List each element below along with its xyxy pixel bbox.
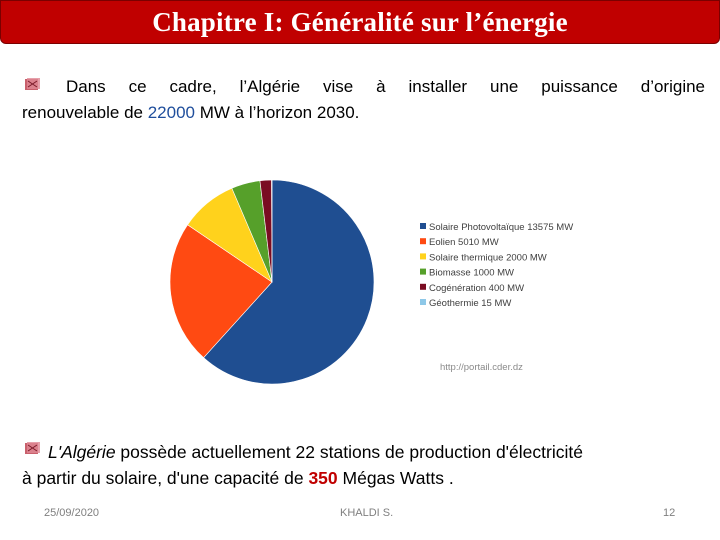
title-bar: Chapitre I: Généralité sur l’énergie xyxy=(0,0,720,44)
para1-text-a: Dans ce cadre, l’Algérie vise à installe… xyxy=(66,77,705,96)
bullet-icon xyxy=(25,442,40,454)
para2-text-b: à partir du solaire, d'une capacité de xyxy=(22,468,309,488)
legend-label-5: Cogénération 400 MW xyxy=(429,283,524,294)
paragraph-renewable-target: Dans ce cadre, l’Algérie vise à installe… xyxy=(22,74,705,126)
legend-label-4: Biomasse 1000 MW xyxy=(429,268,514,279)
footer-page-number: 12 xyxy=(663,507,676,519)
chart-legend: Solaire Photovoltaïque 13575 MW Eolien 50… xyxy=(420,222,573,309)
footer-author: KHALDI S. xyxy=(340,507,394,519)
legend-swatch-3 xyxy=(420,253,426,260)
legend-swatch-1 xyxy=(420,223,426,229)
para2-text-c: Mégas Watts . xyxy=(337,468,454,488)
legend-swatch-5 xyxy=(420,283,426,290)
chart-source: http://portail.cder.dz xyxy=(440,362,523,373)
paragraph-solar-stations: L'Algérie possède actuellement 22 statio… xyxy=(22,439,705,491)
para1-text-c: MW à l’horizon 2030. xyxy=(195,103,360,122)
bullet-icon xyxy=(25,78,40,90)
slide-title: Chapitre I: Généralité sur l’énergie xyxy=(152,6,568,37)
pie-slice-2 xyxy=(169,224,273,359)
legend-label-3: Solaire thermique 2000 MW xyxy=(429,252,547,263)
country-name: L'Algérie xyxy=(48,442,116,462)
legend-label-2: Eolien 5010 MW xyxy=(429,237,499,248)
footer-date: 25/09/2020 xyxy=(44,507,100,519)
pie-slices xyxy=(169,179,375,385)
legend-swatch-2 xyxy=(420,238,426,245)
legend-swatch-6 xyxy=(420,299,426,305)
capacity-number: 350 xyxy=(308,468,338,488)
pie-slice-1 xyxy=(203,179,375,385)
legend-label-1: Solaire Photovoltaïque 13575 MW xyxy=(429,222,573,233)
target-number: 22000 xyxy=(147,103,195,122)
legend-label-6: Géothermie 15 MW xyxy=(429,298,511,309)
para1-text-b: renouvelable de xyxy=(22,103,148,122)
para2-text-a: possède actuellement 22 stations de prod… xyxy=(115,442,583,462)
legend-swatch-4 xyxy=(420,268,426,275)
